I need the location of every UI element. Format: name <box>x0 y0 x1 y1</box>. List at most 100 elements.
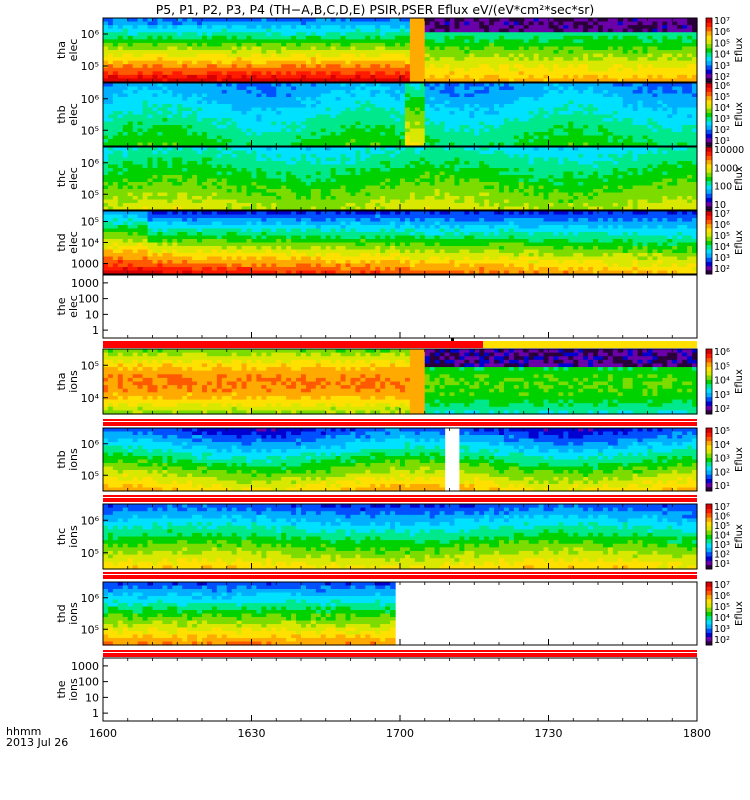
heatmap-cell <box>444 28 451 33</box>
heatmap-cell <box>241 128 248 133</box>
heatmap-cell <box>315 100 322 105</box>
heatmap-cell <box>414 74 421 80</box>
heatmap-cell <box>157 35 163 40</box>
heatmap-cell <box>617 50 624 55</box>
heatmap-cell <box>419 46 426 51</box>
heatmap-cell <box>340 74 347 80</box>
heatmap-cell <box>251 46 258 51</box>
heatmap-cell <box>182 107 188 112</box>
heatmap-cell <box>404 118 411 123</box>
heatmap-cell <box>677 86 683 91</box>
heatmap-cell <box>301 97 307 102</box>
heatmap-cell <box>182 28 188 33</box>
heatmap-cell <box>558 18 564 23</box>
heatmap-cell <box>162 132 168 137</box>
heatmap-cell <box>206 142 213 147</box>
heatmap-cell <box>424 107 431 112</box>
heatmap-cell <box>489 67 495 72</box>
heatmap-cell <box>182 157 188 162</box>
heatmap-cell <box>192 57 198 62</box>
heatmap-cell <box>271 128 277 133</box>
heatmap-cell <box>548 104 555 109</box>
heatmap-cell <box>211 161 218 166</box>
heatmap-cell <box>464 118 470 123</box>
heatmap-cell <box>330 142 337 147</box>
heatmap-cell <box>617 104 624 109</box>
heatmap-cell <box>583 100 589 105</box>
heatmap-cell <box>142 111 149 116</box>
heatmap-cell <box>568 125 574 130</box>
heatmap-cell <box>677 104 683 109</box>
heatmap-cell <box>513 111 520 116</box>
heatmap-cell <box>157 78 163 83</box>
heatmap-cell <box>206 46 213 51</box>
heatmap-cell <box>434 71 441 76</box>
heatmap-cell <box>202 21 208 26</box>
heatmap-cell <box>548 57 555 62</box>
heatmap-cell <box>523 90 530 95</box>
heatmap-cell <box>459 78 465 83</box>
heatmap-cell <box>543 35 550 40</box>
heatmap-cell <box>454 142 460 147</box>
heatmap-cell <box>667 114 673 119</box>
heatmap-cell <box>197 74 203 80</box>
heatmap-cell <box>385 107 391 112</box>
heatmap-cell <box>197 97 203 102</box>
heatmap-cell <box>573 132 579 137</box>
heatmap-cell <box>103 182 109 187</box>
heatmap-cell <box>315 53 322 58</box>
heatmap-cell <box>424 74 431 80</box>
heatmap-cell <box>479 100 485 105</box>
heatmap-cell <box>464 35 470 40</box>
heatmap-cell <box>320 107 327 112</box>
heatmap-cell <box>122 164 129 169</box>
heatmap-cell <box>281 46 287 51</box>
heatmap-cell <box>261 18 267 23</box>
heatmap-cell <box>385 128 391 133</box>
heatmap-cell <box>112 50 119 55</box>
heatmap-cell <box>172 154 178 159</box>
heatmap-cell <box>281 42 287 48</box>
heatmap-cell <box>266 39 272 44</box>
heatmap-cell <box>216 118 223 123</box>
heatmap-cell <box>652 93 658 98</box>
heatmap-cell <box>692 83 698 88</box>
heatmap-cell <box>360 90 366 95</box>
heatmap-cell <box>672 93 678 98</box>
heatmap-cell <box>132 107 139 112</box>
heatmap-cell <box>122 71 129 76</box>
heatmap-cell <box>360 35 366 40</box>
heatmap-cell <box>662 97 668 102</box>
heatmap-cell <box>503 64 510 69</box>
heatmap-cell <box>211 150 218 155</box>
heatmap-cell <box>142 67 149 72</box>
heatmap-cell <box>558 118 564 123</box>
heatmap-cell <box>390 90 396 95</box>
heatmap-cell <box>162 18 168 23</box>
heatmap-cell <box>216 182 223 187</box>
heatmap-cell <box>340 67 347 72</box>
heatmap-cell <box>459 128 465 133</box>
heatmap-cell <box>192 142 198 147</box>
heatmap-cell <box>573 78 579 83</box>
heatmap-cell <box>538 132 545 137</box>
heatmap-cell <box>197 132 203 137</box>
heatmap-cell <box>692 60 698 65</box>
heatmap-cell <box>632 39 639 44</box>
heatmap-cell <box>127 90 134 95</box>
heatmap-cell <box>187 199 193 204</box>
heatmap-cell <box>112 39 119 44</box>
heatmap-cell <box>454 35 460 40</box>
heatmap-cell <box>583 32 589 37</box>
heatmap-cell <box>583 114 589 119</box>
heatmap-cell <box>424 97 431 102</box>
heatmap-cell <box>350 125 357 130</box>
heatmap-cell <box>385 67 391 72</box>
heatmap-cell <box>400 50 406 55</box>
heatmap-cell <box>281 25 287 30</box>
heatmap-cell <box>335 93 342 98</box>
heatmap-cell <box>672 83 678 88</box>
heatmap-cell <box>197 50 203 55</box>
heatmap-cell <box>350 18 357 23</box>
heatmap-cell <box>261 111 267 116</box>
